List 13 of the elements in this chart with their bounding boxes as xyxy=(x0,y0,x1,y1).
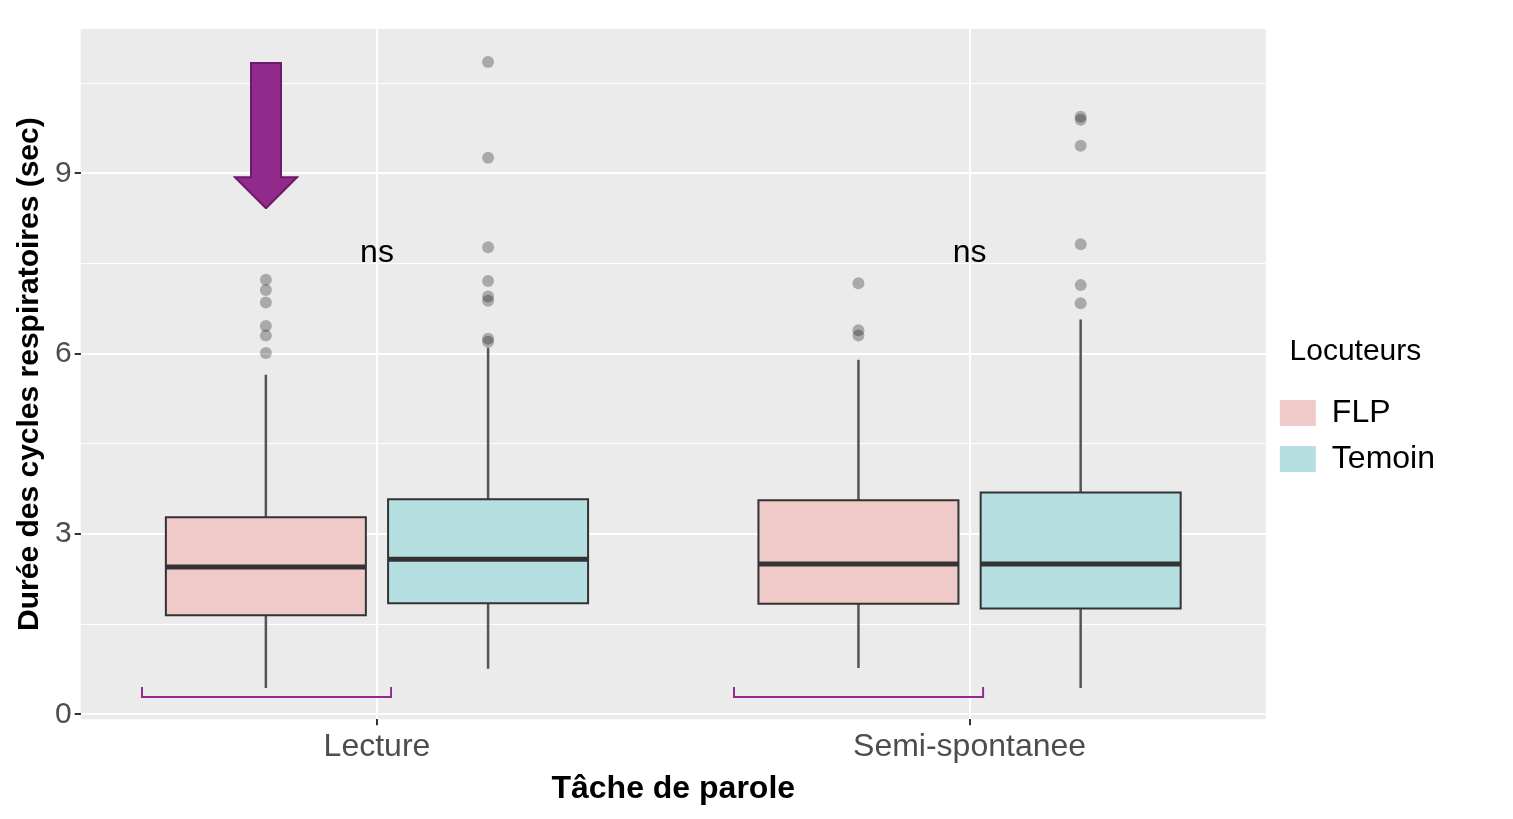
y-axis-title: Durée des cycles respiratoires (sec) xyxy=(11,117,45,631)
annotation: ns xyxy=(360,233,394,270)
y-tick-label: 3 xyxy=(55,515,72,549)
x-axis-title: Tâche de parole xyxy=(551,768,796,805)
y-tick-label: 9 xyxy=(55,154,72,188)
x-tick-label: Lecture xyxy=(323,727,431,764)
y-tick-label: 6 xyxy=(55,334,72,368)
annotation: ns xyxy=(952,233,987,270)
x-tick-label: Semi-spontanee xyxy=(853,727,1087,764)
legend-label: FLP xyxy=(1331,392,1391,429)
y-tick-label: 0 xyxy=(55,695,72,729)
legend-label: Temoin xyxy=(1331,438,1435,475)
legend-title: Locuteurs xyxy=(1289,333,1422,367)
